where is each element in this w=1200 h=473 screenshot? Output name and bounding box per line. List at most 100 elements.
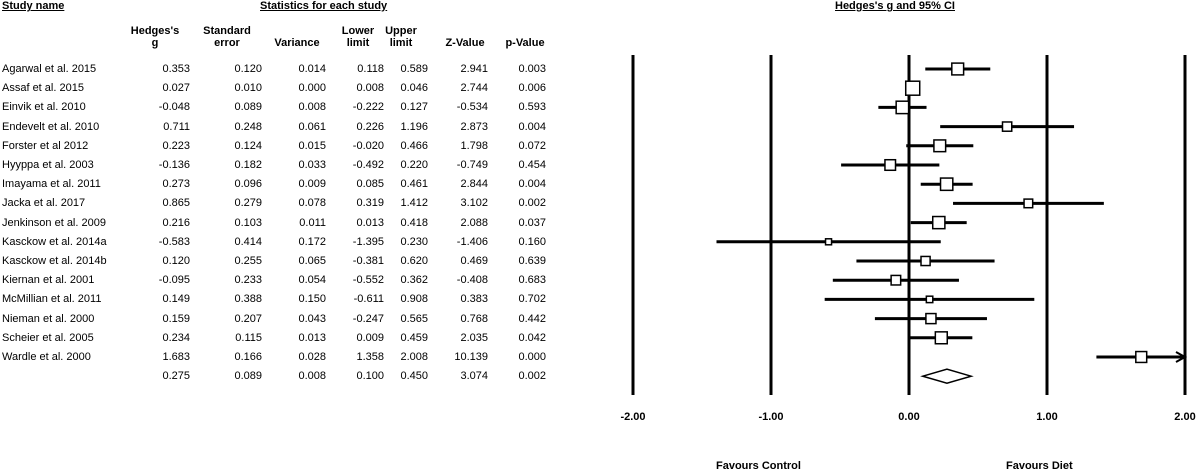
col-head-upper-line1: Upper [385, 25, 417, 37]
study-name-cell: Imayama et al. 2011 [2, 178, 101, 191]
cell-se: 0.103 [234, 216, 262, 229]
cell-z: -1.406 [456, 235, 488, 248]
cell-se: 0.089 [234, 101, 262, 114]
effect-square [1023, 198, 1034, 209]
col-head-lower-line2: limit [346, 37, 370, 49]
effect-square [904, 80, 921, 96]
cell-p: 0.002 [518, 370, 546, 383]
cell-var: 0.028 [298, 351, 326, 363]
cell-se: 0.115 [235, 331, 262, 344]
cell-lower: -1.395 [352, 235, 384, 248]
cell-g: -0.095 [158, 274, 190, 287]
effect-square [933, 139, 947, 153]
cell-g: -0.048 [158, 101, 190, 114]
col-head-se: Standard error [192, 25, 262, 49]
cell-z: 2.088 [460, 216, 488, 229]
cell-z: 2.873 [460, 120, 488, 133]
cell-var: 0.015 [298, 139, 326, 152]
cell-var: 0.000 [298, 82, 326, 95]
col-head-lower-line1: Lower [341, 25, 375, 37]
cell-upper: 0.459 [400, 331, 428, 344]
cell-se: 0.207 [234, 312, 262, 325]
cell-se: 0.089 [234, 370, 262, 383]
cell-z: 2.035 [460, 331, 488, 344]
cell-g: -0.583 [158, 235, 190, 248]
cell-upper: 0.230 [400, 235, 428, 248]
cell-z: 2.844 [460, 178, 488, 191]
study-name-cell: Forster et al 2012 [2, 139, 89, 152]
effect-square [1001, 121, 1013, 132]
cell-lower: -0.020 [352, 139, 384, 152]
cell-p: 0.004 [518, 120, 546, 133]
cell-z: 10.139 [454, 351, 488, 363]
cell-upper: 0.589 [400, 63, 428, 75]
study-name-cell: Jacka et al. 2017 [2, 197, 86, 210]
cell-g: 0.159 [162, 312, 190, 325]
cell-g: 1.683 [162, 351, 190, 363]
cell-p: 0.442 [518, 312, 546, 325]
cell-g: 0.234 [162, 331, 190, 344]
cell-upper: 0.908 [400, 293, 428, 306]
study-name-cell: Nieman et al. 2000 [2, 312, 95, 325]
cell-z: -0.749 [456, 159, 488, 171]
cell-z: 0.768 [460, 312, 488, 325]
cell-upper: 1.412 [400, 197, 428, 210]
x-tick-label: -2.00 [620, 411, 645, 423]
cell-lower: -0.222 [352, 101, 384, 114]
col-head-se-line1: Standard [203, 25, 251, 37]
cell-p: 0.004 [518, 178, 546, 191]
cell-p: 0.639 [518, 255, 546, 267]
cell-lower: -0.492 [352, 159, 384, 171]
x-tick-label: 2.00 [1174, 411, 1195, 423]
x-tick-label: 1.00 [1036, 411, 1057, 423]
cell-upper: 0.466 [400, 139, 428, 152]
cell-z: 0.469 [460, 255, 488, 267]
cell-var: 0.054 [298, 274, 326, 287]
cell-upper: 0.565 [400, 312, 428, 325]
cell-var: 0.043 [298, 312, 326, 325]
col-head-lower: Lower limit [323, 25, 393, 49]
cell-g: 0.027 [162, 82, 190, 95]
cell-upper: 0.461 [400, 178, 428, 191]
effect-square [884, 158, 897, 172]
effect-square [890, 274, 902, 286]
col-head-p-line1: p-Value [505, 37, 545, 49]
cell-z: 0.383 [460, 293, 488, 306]
cell-se: 0.010 [234, 82, 262, 95]
cell-p: 0.000 [518, 351, 546, 363]
effect-square [1135, 350, 1148, 364]
cell-upper: 0.620 [400, 255, 428, 267]
col-head-var-line1: Variance [274, 37, 320, 49]
col-head-z-line1: Z-Value [445, 37, 485, 49]
cell-se: 0.388 [234, 293, 262, 306]
cell-upper: 2.008 [400, 351, 428, 363]
cell-var: 0.014 [298, 63, 326, 75]
study-name-cell: Jenkinson et al. 2009 [2, 216, 106, 229]
cell-z: -0.534 [456, 101, 488, 114]
col-head-z: Z-Value [430, 37, 500, 49]
cell-lower: 0.085 [356, 178, 384, 191]
col-head-g: Hedges's g [120, 25, 190, 49]
cell-lower: -0.381 [352, 255, 384, 267]
cell-z: 3.102 [460, 197, 488, 210]
cell-p: 0.006 [518, 82, 546, 95]
cell-upper: 0.220 [400, 159, 428, 171]
cell-var: 0.011 [299, 216, 326, 229]
cell-se: 0.248 [234, 120, 262, 133]
cell-g: 0.353 [162, 63, 190, 75]
cell-lower: -0.247 [352, 312, 384, 325]
cell-var: 0.008 [298, 101, 326, 114]
cell-g: 0.275 [162, 370, 190, 383]
study-name-header: Study name [2, 0, 65, 12]
cell-var: 0.150 [298, 293, 326, 306]
cell-lower: 0.100 [356, 370, 384, 383]
col-head-se-line2: error [214, 37, 240, 49]
cell-lower: 0.008 [356, 82, 384, 95]
cell-p: 0.002 [518, 197, 546, 210]
col-head-p: p-Value [490, 37, 560, 49]
cell-se: 0.166 [234, 351, 262, 363]
cell-upper: 0.362 [400, 274, 428, 287]
forest-plot: -2.00 -1.00 0.00 1.00 2.00 [620, 55, 1196, 423]
cell-p: 0.683 [518, 274, 546, 287]
x-tick-label: 0.00 [898, 411, 919, 423]
